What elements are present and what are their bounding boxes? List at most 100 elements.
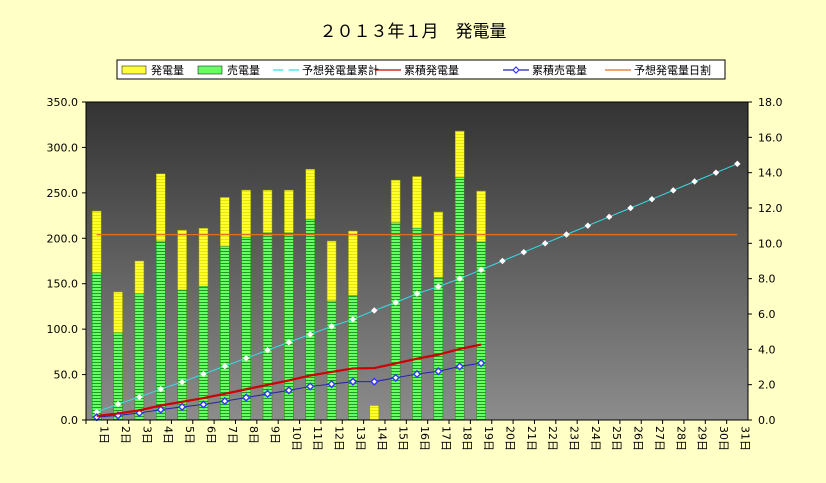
cumulative-generation-point [307, 331, 314, 338]
right-axis-label: 10.0 [758, 237, 783, 250]
cumulative-generation-point [242, 354, 250, 362]
right-axis-label: 18.0 [758, 96, 783, 109]
x-axis-label: 8日 [247, 426, 260, 444]
x-axis-label: 3日 [140, 426, 153, 444]
cumulative-generation-point [157, 385, 164, 393]
cumulative-generation-point [371, 307, 378, 314]
legend-label: 予想発電量日割 [634, 63, 711, 77]
x-axis-label: 17日 [439, 426, 452, 451]
legend-label: 予想発電量累計 [302, 63, 379, 77]
left-axis-label: 50.0 [54, 369, 79, 382]
left-axis-label: 0.0 [61, 414, 79, 427]
legend-marker [283, 67, 289, 73]
sold-bar [348, 295, 358, 421]
legend [116, 59, 726, 80]
right-axis-label: 6.0 [758, 308, 776, 321]
cumulative-generation-point [584, 222, 592, 229]
cumulative-sold-point [199, 400, 208, 409]
right-axis-label: 4.0 [758, 343, 776, 356]
cumulative-generation-point [221, 362, 229, 370]
left-axis-label: 300.0 [47, 141, 79, 154]
sold-bar [134, 293, 145, 421]
cumulative-generation-point [734, 160, 741, 168]
x-axis-label: 5日 [183, 426, 196, 444]
x-axis-label: 12日 [333, 426, 346, 451]
x-axis-label: 24日 [589, 426, 602, 451]
legend-label: 累積発電量 [404, 63, 459, 77]
cumulative-generation-point [627, 204, 634, 212]
sold-bar [326, 300, 337, 421]
x-axis-label: 11日 [311, 426, 324, 451]
cumulative-generation-point [114, 400, 122, 408]
sold-bar [198, 286, 209, 421]
right-axis-label: 16.0 [758, 131, 783, 144]
cumulative-generation-point [499, 257, 506, 265]
cumulative-sold-point [391, 373, 400, 382]
legend-swatch [121, 65, 147, 75]
x-axis-label: 29日 [696, 426, 709, 451]
x-axis-label: 21日 [525, 426, 538, 451]
sold-bar [454, 177, 465, 421]
left-axis-label: 150.0 [47, 278, 79, 291]
plot-border [85, 101, 749, 421]
x-axis-label: 16日 [418, 426, 431, 451]
x-axis-label: 28日 [674, 426, 687, 451]
cumulative-generation-point [477, 266, 485, 274]
cumulative-generation-point [264, 347, 271, 354]
cumulative-generation-point [392, 299, 399, 306]
x-axis-label: 25日 [610, 426, 623, 451]
cumulative-generation-point [605, 213, 613, 221]
x-axis-label: 19日 [482, 426, 495, 451]
cumulative-generation-point [178, 378, 186, 386]
cumulative-sold-point [284, 386, 294, 395]
cumulative-sold-point [434, 367, 443, 376]
sold-bar [412, 228, 422, 421]
cumulative-generation-point [93, 408, 100, 416]
cumulative-generation-point [520, 248, 527, 256]
forecast-cumulative-line [96, 343, 482, 418]
cumulative-sold-point [476, 358, 486, 368]
cumulative-generation-point [456, 275, 463, 282]
x-axis-label: 7日 [226, 426, 239, 444]
cumulative-generation-point [648, 195, 656, 203]
legend-label: 発電量 [151, 63, 184, 77]
x-axis-label: 14日 [375, 426, 388, 451]
cumulative-sold-point [455, 362, 464, 371]
sold-bar [241, 237, 251, 421]
x-axis-label: 23日 [567, 426, 580, 451]
sold-bar [155, 240, 166, 421]
legend-label: 累積売電量 [532, 63, 587, 77]
cumulative-generation-point [541, 240, 549, 247]
right-axis-label: 8.0 [758, 273, 776, 286]
x-axis-label: 31日 [738, 426, 751, 451]
legend-label: 売電量 [227, 64, 260, 77]
x-axis-label: 9日 [269, 426, 282, 444]
right-axis-label: 0.0 [758, 414, 776, 427]
cumulative-generation-point [563, 231, 570, 238]
x-axis-label: 4日 [162, 426, 175, 444]
x-axis-label: 1日 [98, 426, 111, 444]
legend-marker [512, 66, 520, 74]
sold-bar [390, 222, 401, 421]
x-axis-label: 13日 [354, 426, 367, 451]
generation-bar [369, 405, 380, 421]
left-axis-label: 350.0 [47, 96, 79, 109]
cumulative-sold-point [327, 379, 336, 389]
x-axis-label: 10日 [290, 426, 303, 451]
chart-title: ２０１３年１月 発電量 [320, 22, 507, 42]
cumulative-generation-point [413, 290, 421, 297]
cumulative-generation-point [285, 339, 293, 346]
cumulative-generation-point [691, 178, 698, 185]
x-axis-label: 2日 [119, 426, 132, 444]
cumulative-sold-point [412, 369, 422, 379]
x-axis-label: 27日 [653, 426, 666, 451]
left-axis-label: 250.0 [47, 187, 79, 200]
left-axis-label: 100.0 [47, 323, 79, 336]
x-axis-label: 18日 [461, 426, 474, 451]
cumulative-generation-point [136, 393, 143, 401]
cumulative-generation-point [200, 370, 207, 378]
sold-bar [91, 272, 102, 421]
right-axis-label: 2.0 [758, 379, 776, 392]
